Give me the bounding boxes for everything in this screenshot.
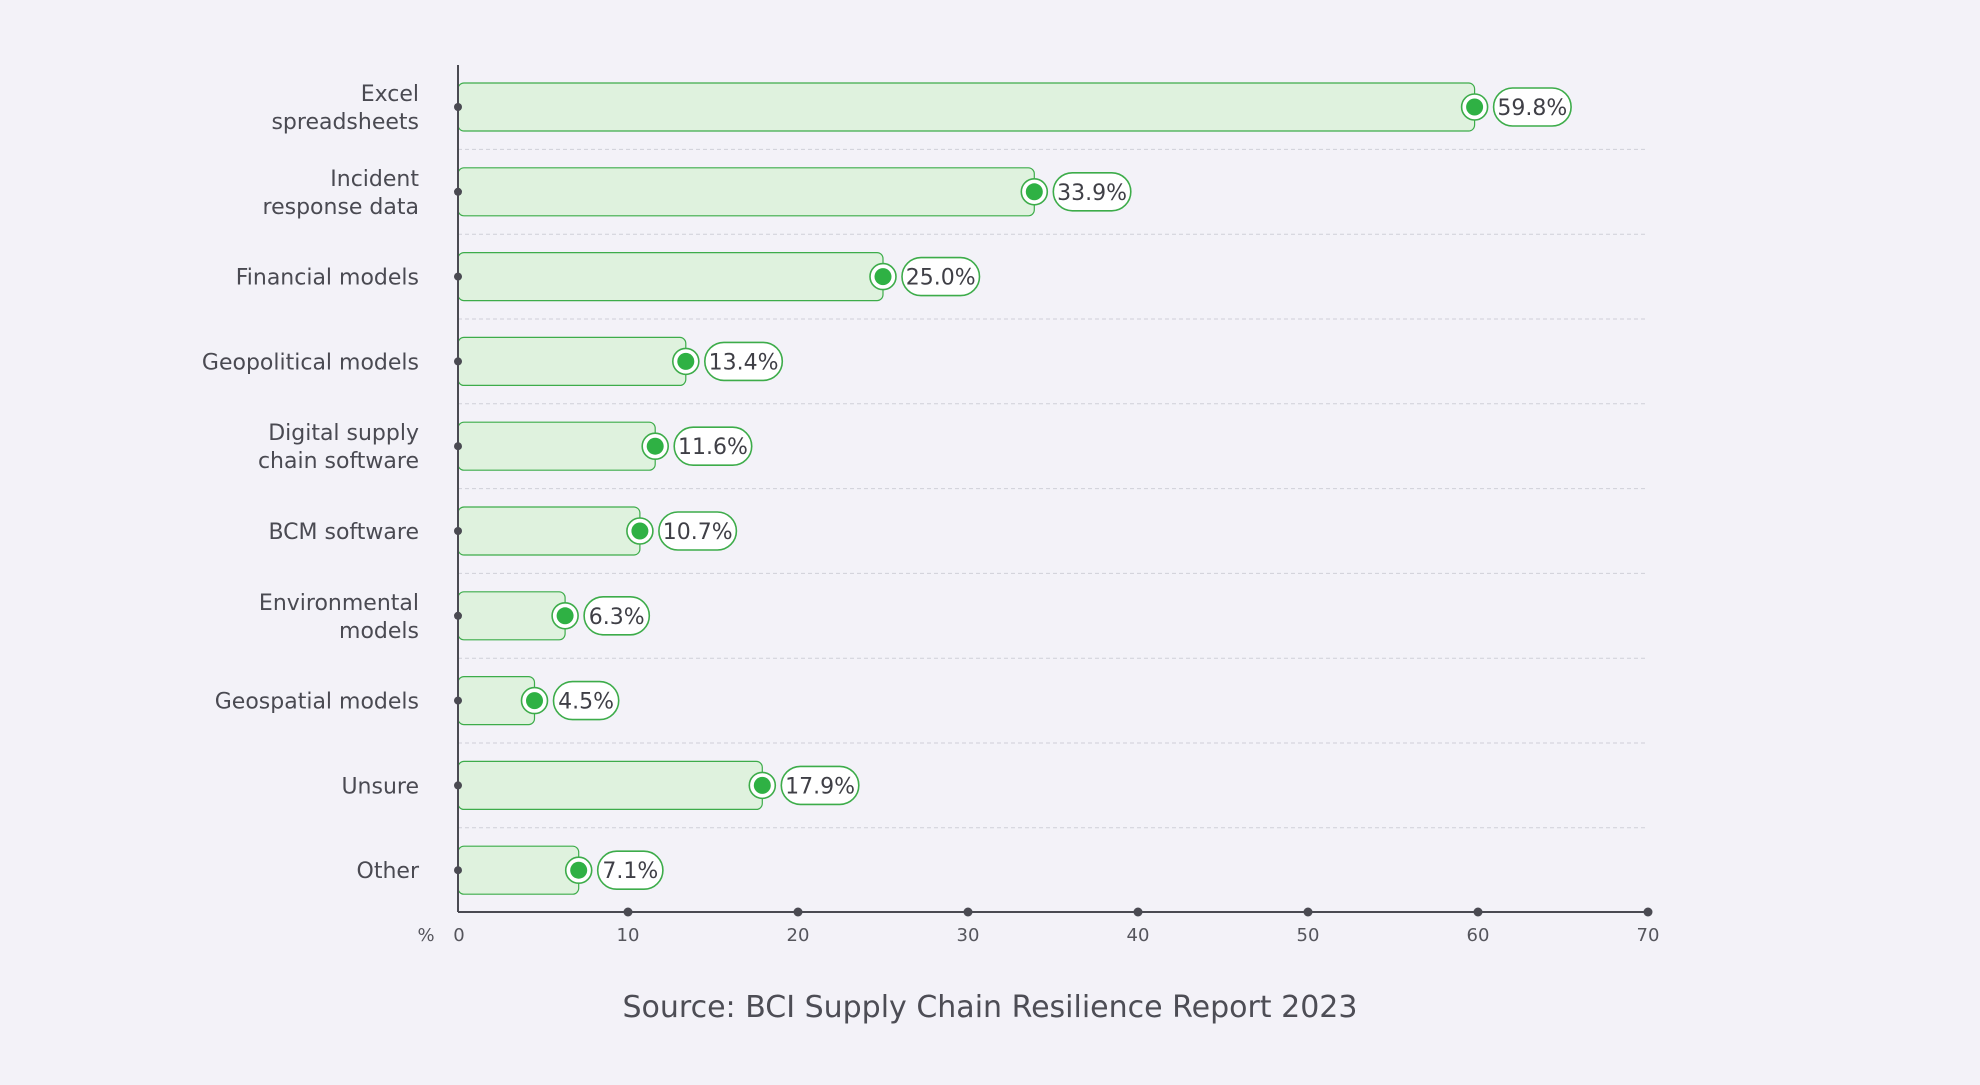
bar <box>457 82 1476 132</box>
value-label: 7.1% <box>602 859 658 884</box>
value-label-pill <box>780 765 860 806</box>
bar-end-marker <box>753 776 771 794</box>
bar-end-marker <box>570 861 588 879</box>
x-tick-label: 70 <box>1637 925 1660 946</box>
gridlines <box>458 148 1648 829</box>
x-tick-dot <box>1303 907 1313 917</box>
category-label: Geopolitical models <box>202 350 419 375</box>
value-label: 59.8% <box>1497 96 1567 121</box>
value-label: 25.0% <box>906 266 976 291</box>
category-label-line: Incident <box>330 167 419 192</box>
source-caption: Source: BCI Supply Chain Resilience Repo… <box>623 990 1358 1025</box>
bar-end-marker <box>1025 183 1043 201</box>
category-label-line: response data <box>263 195 419 220</box>
value-label-pill <box>1492 87 1572 127</box>
category-label-line: Unsure <box>341 774 419 799</box>
value-label: 33.9% <box>1057 181 1127 206</box>
category-label: Other <box>357 859 420 884</box>
x-tick-label: 30 <box>957 925 980 946</box>
bars: 59.8% 33.9% 25.0% 13.4% 11.6% 10.7% 6.3% 4.5% 17… <box>457 82 1572 895</box>
category-label-line: Geospatial models <box>215 690 419 715</box>
category-label-line: Other <box>357 859 420 884</box>
category-label-line: Financial models <box>236 266 419 291</box>
bar <box>457 591 566 641</box>
bar <box>457 167 1035 217</box>
category-label-line: spreadsheets <box>271 110 419 135</box>
value-label: 6.3% <box>589 605 645 630</box>
bar-end-marker <box>1466 98 1484 116</box>
category-label-line: chain software <box>258 449 419 474</box>
category-label: Financial models <box>236 266 419 291</box>
category-label-line: Excel <box>361 82 419 107</box>
value-label-pill <box>703 341 784 382</box>
category-labels: Excel spreadsheets Incident response data Fi… <box>202 82 420 884</box>
category-label: Digital supply chain software <box>258 421 419 474</box>
category-label: Incident response data <box>263 167 420 220</box>
value-label-pill <box>552 680 620 721</box>
category-label-line: Environmental <box>259 591 419 616</box>
x-tick-labels: 0 10 20 30 40 50 60 70 <box>453 907 1660 946</box>
category-label: Environmental models <box>259 591 419 644</box>
category-label: BCM software <box>268 520 419 545</box>
category-label-line: Digital supply <box>268 421 419 446</box>
bar <box>457 506 641 556</box>
bar <box>457 845 580 895</box>
bar <box>457 760 763 811</box>
value-label-pill <box>673 426 753 467</box>
value-label-pill <box>901 256 981 297</box>
x-tick-dot <box>623 907 633 917</box>
x-tick-label: 10 <box>617 925 640 946</box>
category-label-line: models <box>339 619 419 644</box>
bar <box>457 336 687 386</box>
value-label-pill <box>583 595 651 636</box>
value-label: 13.4% <box>709 350 779 375</box>
bar-end-marker <box>646 437 664 455</box>
bar <box>457 421 656 471</box>
value-label: 11.6% <box>678 435 748 460</box>
value-label: 17.9% <box>785 774 855 799</box>
x-tick-dot <box>1133 907 1143 917</box>
category-label: Unsure <box>341 774 419 799</box>
bar-end-marker <box>677 352 695 370</box>
category-label-line: Geopolitical models <box>202 350 419 375</box>
axes <box>454 65 1648 913</box>
x-axis-unit-label: % <box>417 925 434 946</box>
x-tick-label: 60 <box>1467 925 1490 946</box>
bar-end-marker <box>556 607 574 625</box>
value-label: 10.7% <box>663 520 733 545</box>
x-tick-dot <box>1473 907 1483 917</box>
category-label-line: BCM software <box>268 520 419 545</box>
category-label: Geospatial models <box>215 690 419 715</box>
bar-end-marker <box>874 268 892 286</box>
x-tick-label: 50 <box>1297 925 1320 946</box>
x-tick-label: 40 <box>1127 925 1150 946</box>
value-label: 4.5% <box>558 690 614 715</box>
value-label-pill <box>658 511 738 551</box>
x-tick-dot <box>963 907 973 917</box>
x-tick-dot <box>793 907 803 917</box>
bar-end-marker <box>526 692 543 710</box>
value-label-pill <box>596 850 664 891</box>
x-tick-label: 20 <box>787 925 810 946</box>
x-tick-dot <box>1643 907 1653 917</box>
value-label-pill <box>1052 172 1132 212</box>
bar-end-marker <box>631 522 649 540</box>
x-tick-label: 0 <box>453 925 464 946</box>
category-label: Excel spreadsheets <box>271 82 419 135</box>
bar <box>457 252 884 302</box>
